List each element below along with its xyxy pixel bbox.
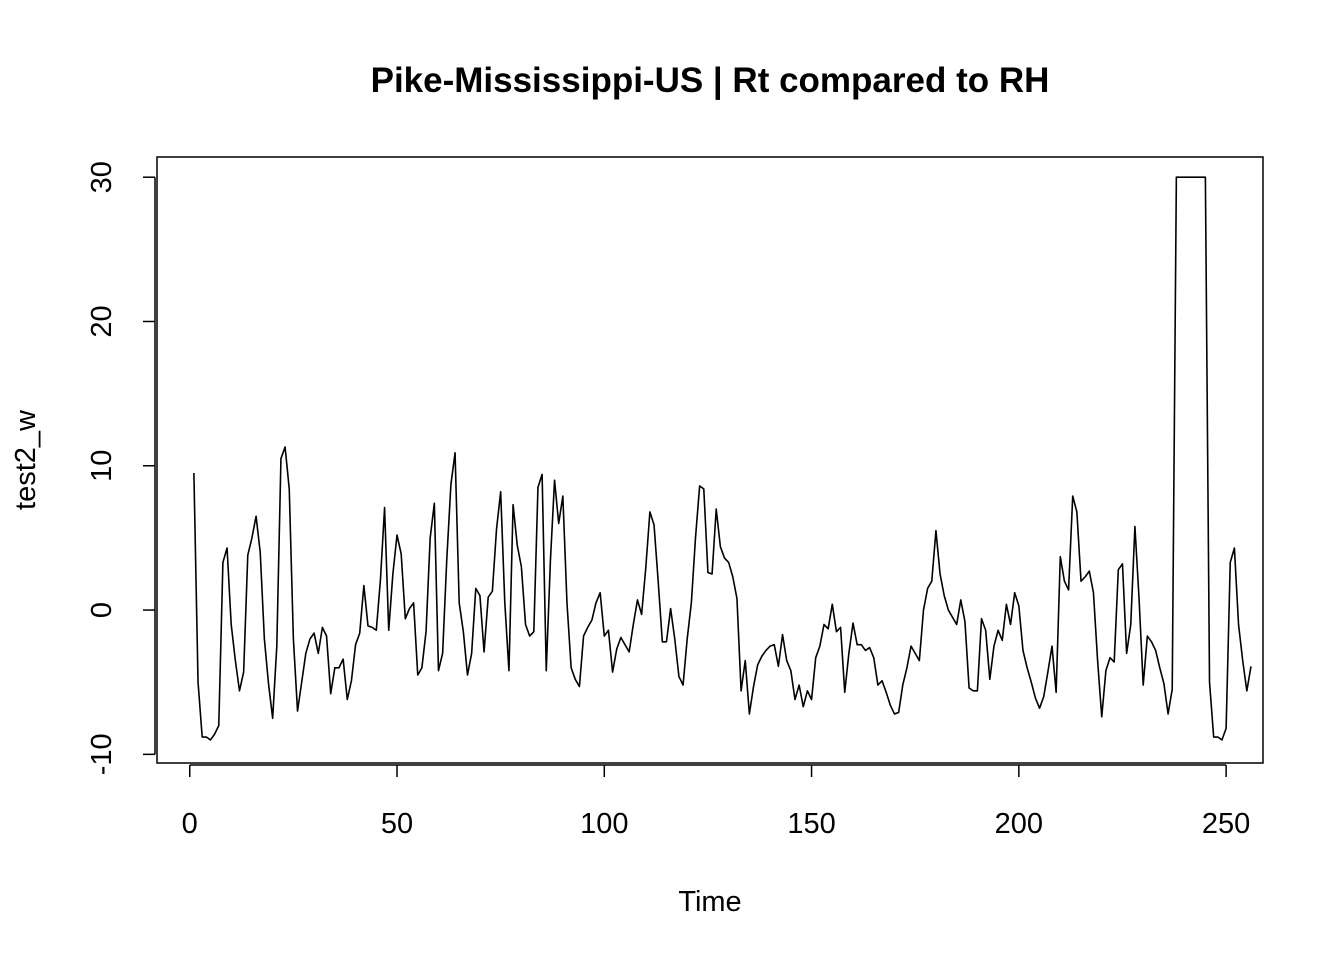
series-line: [193, 176, 1252, 741]
chart-title: Pike-Mississippi-US | Rt compared to RH: [371, 61, 1050, 100]
y-tick-label: -10: [86, 733, 118, 775]
y-tick-label: 0: [86, 602, 118, 618]
x-tick-label: 50: [381, 808, 413, 840]
y-tick-label: 10: [86, 450, 118, 482]
y-tick-label: 30: [86, 161, 118, 193]
y-axis-label: test2_w: [10, 409, 42, 510]
series-group: [193, 176, 1252, 741]
x-tick-label: 0: [182, 808, 198, 840]
x-tick-label: 200: [995, 808, 1043, 840]
x-tick-label: 250: [1202, 808, 1250, 840]
y-axis: -10 0 10 20 30: [86, 161, 156, 775]
x-axis-label: Time: [678, 886, 741, 918]
x-tick-label: 150: [787, 808, 835, 840]
x-axis: 0 50 100 150 200 250: [182, 764, 1250, 840]
x-tick-label: 100: [580, 808, 628, 840]
y-tick-label: 20: [86, 305, 118, 337]
plot-frame: [156, 156, 1264, 764]
